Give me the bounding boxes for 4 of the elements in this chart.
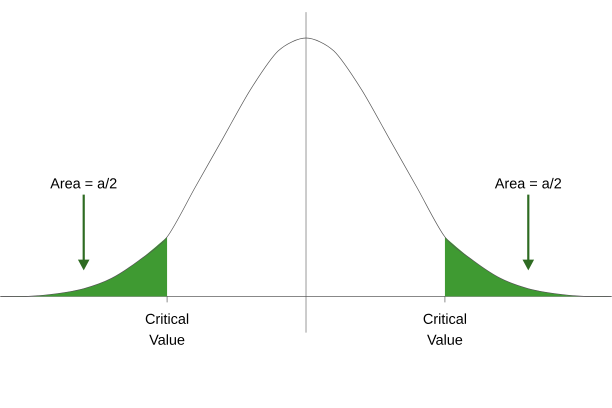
annotation: Area = a/2 [50,178,116,189]
x-tick-label: Critical Value [424,314,466,346]
x-tick-label: Critical Value [146,314,188,346]
annotation: Area = a/2 [494,178,562,189]
